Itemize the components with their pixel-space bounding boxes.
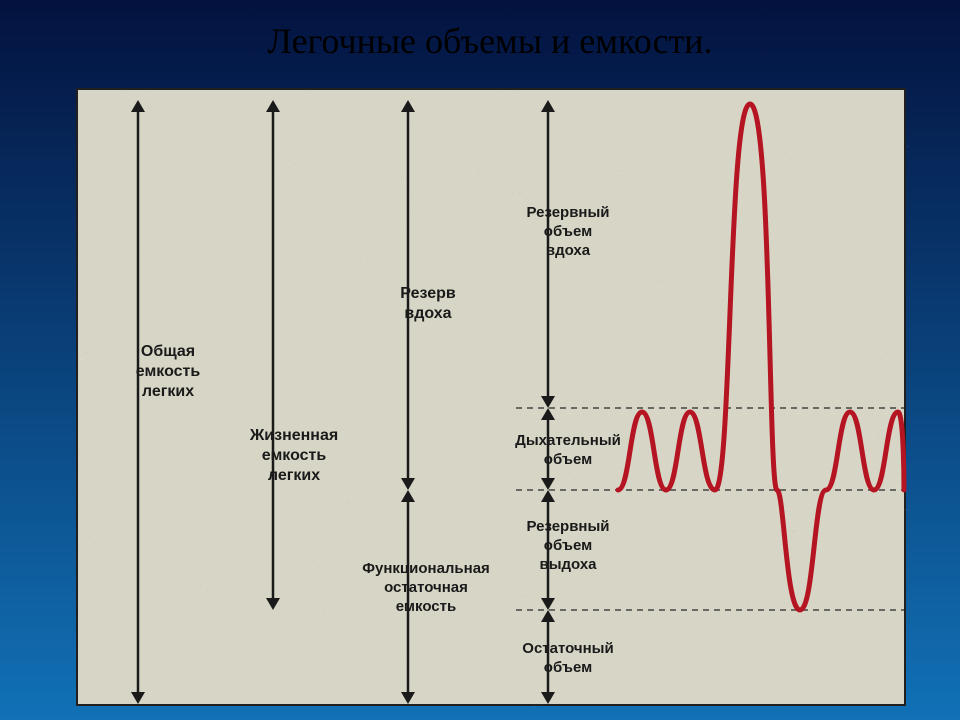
diagram-svg	[78, 90, 908, 708]
page-title: Легочные объемы и емкости.	[160, 20, 820, 70]
label-frc: Функциональная остаточная емкость	[362, 560, 490, 616]
label-tlc: Общая емкость легких	[136, 342, 200, 402]
label-irv: Резервный объем вдоха	[526, 204, 609, 260]
lung-volumes-diagram: Общая емкость легких Жизненная емкость л…	[76, 88, 906, 706]
label-vc: Жизненная емкость легких	[250, 426, 338, 486]
label-rv: Остаточный объем	[522, 640, 613, 678]
label-ir: Резерв вдоха	[400, 284, 455, 324]
label-erv: Резервный объем выдоха	[526, 518, 609, 574]
stage: Легочные объемы и емкости. Общая емкость…	[0, 0, 960, 720]
label-tv: Дыхательный объем	[515, 432, 621, 470]
